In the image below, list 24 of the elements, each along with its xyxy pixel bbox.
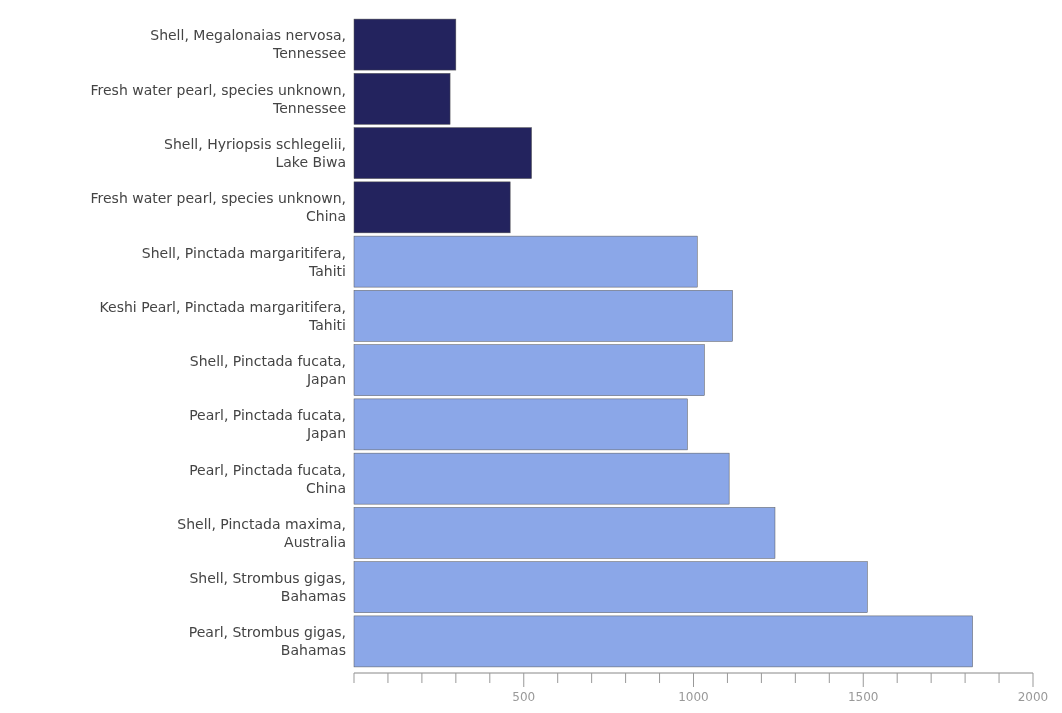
bar: [353, 127, 532, 179]
x-tick-label: 2000: [1017, 690, 1049, 704]
y-tick-label: Fresh water pearl, species unknown, China: [90, 190, 346, 225]
y-tick-label: Pearl, Pinctada fucata, Japan: [189, 407, 346, 442]
bar: [353, 615, 973, 668]
bar: [353, 73, 451, 125]
y-tick-label: Fresh water pearl, species unknown, Tennessee: [90, 81, 346, 116]
bar: [353, 18, 457, 71]
y-tick-label: Shell, Megalonaias nervosa, Tennessee: [150, 27, 346, 62]
y-tick-label: Keshi Pearl, Pinctada margaritifera, Tahiti: [99, 298, 346, 333]
y-tick-label: Shell, Hyriopsis schlegelii, Lake Biwa: [164, 136, 346, 170]
x-tick-label: 500: [512, 690, 536, 704]
y-tick-label: Pearl, Pinctada fucata, China: [189, 461, 346, 496]
bar: [353, 290, 733, 342]
y-tick-label: Pearl, Strombus gigas, Bahamas: [188, 624, 346, 659]
bar: [353, 507, 776, 559]
x-tick-label: 1500: [847, 690, 879, 704]
bar: [353, 344, 705, 396]
y-tick-label: Shell, Strombus gigas, Bahamas: [189, 570, 346, 605]
x-tick-label: 1000: [678, 690, 709, 704]
bar: [353, 561, 868, 613]
y-tick-label: Shell, Pinctada fucata, Japan: [189, 353, 346, 388]
y-tick-label: Shell, Pinctada margaritifera, Tahiti: [141, 244, 346, 279]
y-tick-label: Shell, Pinctada maxima, Australia: [177, 515, 346, 550]
